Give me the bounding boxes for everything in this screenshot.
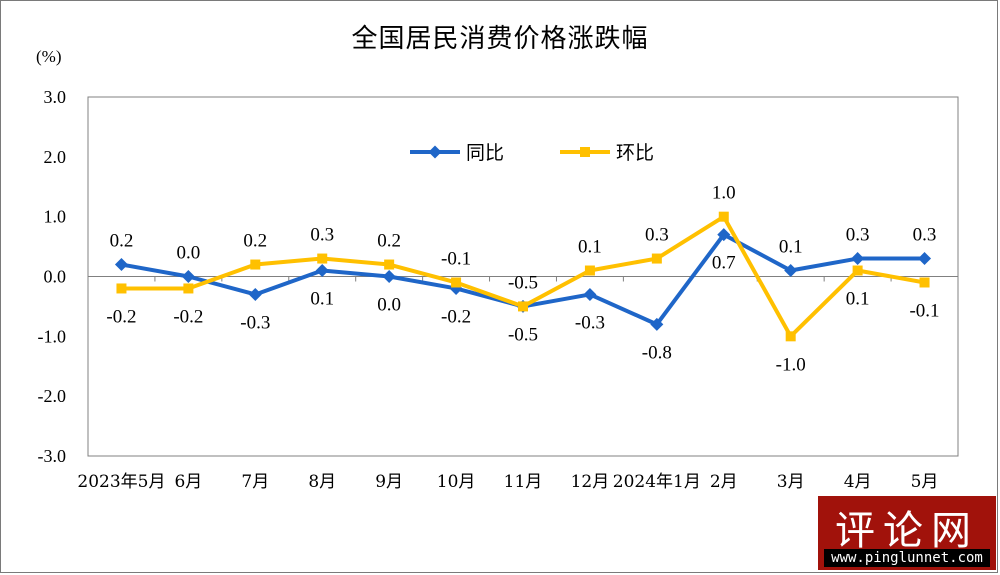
data-label: -0.1 [909, 300, 939, 321]
data-point-diamond [315, 264, 329, 278]
x-tick-label: 3月 [777, 472, 805, 492]
data-point-diamond [583, 287, 597, 301]
y-tick-label: -2.0 [38, 386, 67, 406]
data-label: 0.1 [846, 289, 870, 310]
data-label: -0.2 [173, 306, 203, 327]
data-label: 0.1 [310, 289, 334, 310]
data-point-square [518, 301, 528, 312]
data-point-square [584, 265, 595, 276]
data-label: -0.3 [575, 312, 605, 333]
chart-title: 全国居民消费价格涨跌幅 [351, 24, 649, 54]
watermark-text: 评论网 [835, 508, 979, 554]
data-label: 0.0 [377, 295, 401, 316]
data-label: -0.8 [642, 342, 672, 363]
legend-label: 环比 [616, 142, 654, 164]
legend-label: 同比 [466, 142, 504, 164]
data-point-square [183, 283, 194, 294]
y-tick-label: -3.0 [38, 446, 67, 466]
data-point-diamond [717, 228, 731, 242]
data-label: 0.7 [712, 253, 736, 274]
data-label: 0.3 [310, 225, 334, 246]
data-label: 0.1 [779, 237, 803, 258]
x-tick-label: 5月 [911, 472, 939, 492]
watermark-logo: 评论网 www.pinglunnet.com [818, 496, 996, 570]
x-tick-label: 2024年1月 [613, 472, 701, 492]
watermark-url: www.pinglunnet.com [824, 549, 990, 567]
data-point-square [919, 277, 930, 288]
legend-marker-square [580, 147, 590, 157]
x-tick-label: 10月 [437, 472, 476, 492]
data-label: 0.2 [110, 231, 134, 252]
data-point-square [651, 253, 662, 264]
y-axis-unit: (%) [36, 47, 62, 66]
data-label: 0.3 [846, 225, 870, 246]
data-label: -0.5 [508, 272, 538, 293]
data-label: 0.3 [913, 225, 937, 246]
x-tick-label: 7月 [241, 472, 269, 492]
data-point-square [852, 265, 863, 276]
data-point-square [785, 331, 796, 342]
x-tick-label: 11月 [504, 472, 543, 492]
data-label: 0.0 [177, 243, 201, 264]
data-label: -0.1 [441, 248, 471, 269]
y-tick-label: 3.0 [44, 87, 67, 107]
y-tick-label: 2.0 [44, 147, 67, 167]
data-point-diamond [248, 287, 262, 301]
data-point-square [718, 211, 729, 222]
data-point-square [250, 259, 261, 270]
y-tick-label: -1.0 [38, 326, 67, 346]
data-label: -1.0 [776, 354, 806, 375]
data-point-diamond [650, 317, 664, 331]
data-point-square [451, 277, 462, 288]
x-tick-label: 2023年5月 [77, 472, 165, 492]
data-point-diamond [114, 258, 128, 272]
x-tick-label: 6月 [174, 472, 202, 492]
x-tick-label: 9月 [375, 472, 403, 492]
data-point-diamond [784, 264, 798, 278]
data-point-square [116, 283, 127, 294]
y-tick-label: 1.0 [44, 207, 67, 227]
data-label: -0.2 [441, 306, 471, 327]
data-label: 0.3 [645, 225, 669, 246]
data-point-square [384, 259, 395, 270]
data-point-diamond [918, 252, 932, 266]
data-point-diamond [382, 270, 396, 283]
data-label: 0.2 [377, 231, 401, 252]
x-tick-label: 12月 [571, 472, 610, 492]
data-label: -0.2 [106, 306, 136, 327]
data-point-diamond [181, 270, 195, 283]
y-tick-label: 0.0 [44, 267, 67, 287]
data-label: -0.5 [508, 324, 538, 345]
data-label: -0.3 [240, 312, 270, 333]
data-point-square [317, 253, 328, 264]
x-tick-label: 8月 [308, 472, 336, 492]
data-label: 0.1 [578, 237, 602, 258]
data-point-diamond [851, 252, 865, 266]
data-label: 0.2 [243, 231, 267, 252]
legend-marker-diamond [428, 145, 442, 159]
x-tick-label: 4月 [844, 472, 872, 492]
data-label: 1.0 [712, 183, 736, 204]
x-tick-label: 2月 [710, 472, 738, 492]
